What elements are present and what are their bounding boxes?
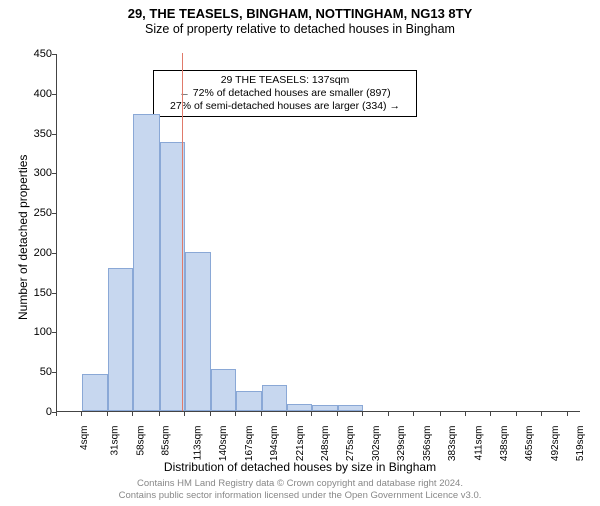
- x-tick-label: 465sqm: [525, 426, 536, 462]
- x-tick-label: 221sqm: [295, 426, 306, 462]
- histogram-bar: [287, 404, 312, 411]
- y-tick-mark: [52, 54, 56, 55]
- x-tick-label: 113sqm: [192, 426, 203, 461]
- x-tick-mark: [311, 412, 312, 416]
- y-tick-mark: [52, 332, 56, 333]
- x-tick-mark: [132, 412, 133, 416]
- y-tick-label: 350: [8, 128, 52, 140]
- x-tick-mark: [261, 412, 262, 416]
- y-tick-mark: [52, 372, 56, 373]
- histogram-bar: [185, 252, 210, 411]
- x-tick-mark: [159, 412, 160, 416]
- footer-line-2: Contains public sector information licen…: [0, 490, 600, 502]
- x-tick-label: 302sqm: [371, 426, 382, 462]
- x-tick-mark: [210, 412, 211, 416]
- footer-line-1: Contains HM Land Registry data © Crown c…: [0, 478, 600, 490]
- x-tick-mark: [567, 412, 568, 416]
- x-tick-mark: [388, 412, 389, 416]
- footer-attribution: Contains HM Land Registry data © Crown c…: [0, 478, 600, 502]
- x-tick-mark: [490, 412, 491, 416]
- histogram-bar: [160, 142, 185, 411]
- y-tick-label: 0: [8, 406, 52, 418]
- x-tick-label: 275sqm: [345, 426, 356, 462]
- histogram-bar: [262, 385, 287, 411]
- x-tick-mark: [516, 412, 517, 416]
- x-tick-label: 411sqm: [473, 426, 484, 461]
- histogram-bar: [211, 369, 236, 411]
- x-tick-label: 4sqm: [79, 426, 90, 450]
- x-tick-mark: [107, 412, 108, 416]
- x-tick-mark: [337, 412, 338, 416]
- x-tick-mark: [286, 412, 287, 416]
- annotation-box: 29 THE TEASELS: 137sqm ← 72% of detached…: [153, 70, 417, 117]
- x-tick-mark: [184, 412, 185, 416]
- x-axis-label: Distribution of detached houses by size …: [0, 460, 600, 474]
- x-tick-mark: [465, 412, 466, 416]
- y-tick-label: 200: [8, 247, 52, 259]
- x-tick-label: 140sqm: [218, 426, 229, 462]
- histogram-plot: 29 THE TEASELS: 137sqm ← 72% of detached…: [56, 54, 580, 412]
- y-tick-label: 150: [8, 287, 52, 299]
- x-tick-label: 356sqm: [422, 426, 433, 462]
- x-tick-label: 85sqm: [161, 426, 172, 456]
- histogram-bar: [312, 405, 337, 411]
- title-line-1: 29, THE TEASELS, BINGHAM, NOTTINGHAM, NG…: [0, 6, 600, 21]
- x-tick-label: 31sqm: [110, 426, 121, 456]
- x-tick-label: 329sqm: [396, 426, 407, 462]
- y-tick-label: 400: [8, 88, 52, 100]
- x-tick-mark: [362, 412, 363, 416]
- x-tick-mark: [56, 412, 57, 416]
- x-tick-label: 438sqm: [499, 426, 510, 462]
- annotation-line-1: 29 THE TEASELS: 137sqm: [160, 74, 410, 87]
- x-tick-mark: [541, 412, 542, 416]
- y-tick-label: 250: [8, 207, 52, 219]
- y-tick-label: 100: [8, 326, 52, 338]
- x-tick-label: 58sqm: [135, 426, 146, 456]
- chart-container: Number of detached properties 29 THE TEA…: [0, 50, 600, 454]
- y-tick-mark: [52, 134, 56, 135]
- annotation-line-3: 27% of semi-detached houses are larger (…: [160, 100, 410, 113]
- y-tick-label: 300: [8, 167, 52, 179]
- histogram-bar: [236, 391, 261, 411]
- x-tick-mark: [235, 412, 236, 416]
- histogram-bar: [338, 405, 363, 411]
- x-tick-mark: [413, 412, 414, 416]
- y-tick-mark: [52, 213, 56, 214]
- x-tick-label: 248sqm: [320, 426, 331, 462]
- y-tick-label: 450: [8, 48, 52, 60]
- y-tick-mark: [52, 253, 56, 254]
- x-tick-label: 194sqm: [269, 426, 280, 462]
- histogram-bar: [108, 268, 133, 411]
- y-tick-mark: [52, 293, 56, 294]
- title-line-2: Size of property relative to detached ho…: [0, 22, 600, 36]
- x-tick-label: 167sqm: [244, 426, 255, 462]
- x-tick-mark: [440, 412, 441, 416]
- x-tick-mark: [81, 412, 82, 416]
- x-tick-label: 492sqm: [550, 426, 561, 462]
- x-tick-label: 383sqm: [447, 426, 458, 462]
- y-tick-label: 50: [8, 366, 52, 378]
- histogram-bar: [82, 374, 107, 411]
- y-tick-mark: [52, 173, 56, 174]
- y-tick-mark: [52, 94, 56, 95]
- x-tick-label: 519sqm: [575, 426, 586, 462]
- annotation-line-2: ← 72% of detached houses are smaller (89…: [160, 87, 410, 100]
- reference-line: [182, 53, 183, 411]
- histogram-bar: [133, 114, 159, 411]
